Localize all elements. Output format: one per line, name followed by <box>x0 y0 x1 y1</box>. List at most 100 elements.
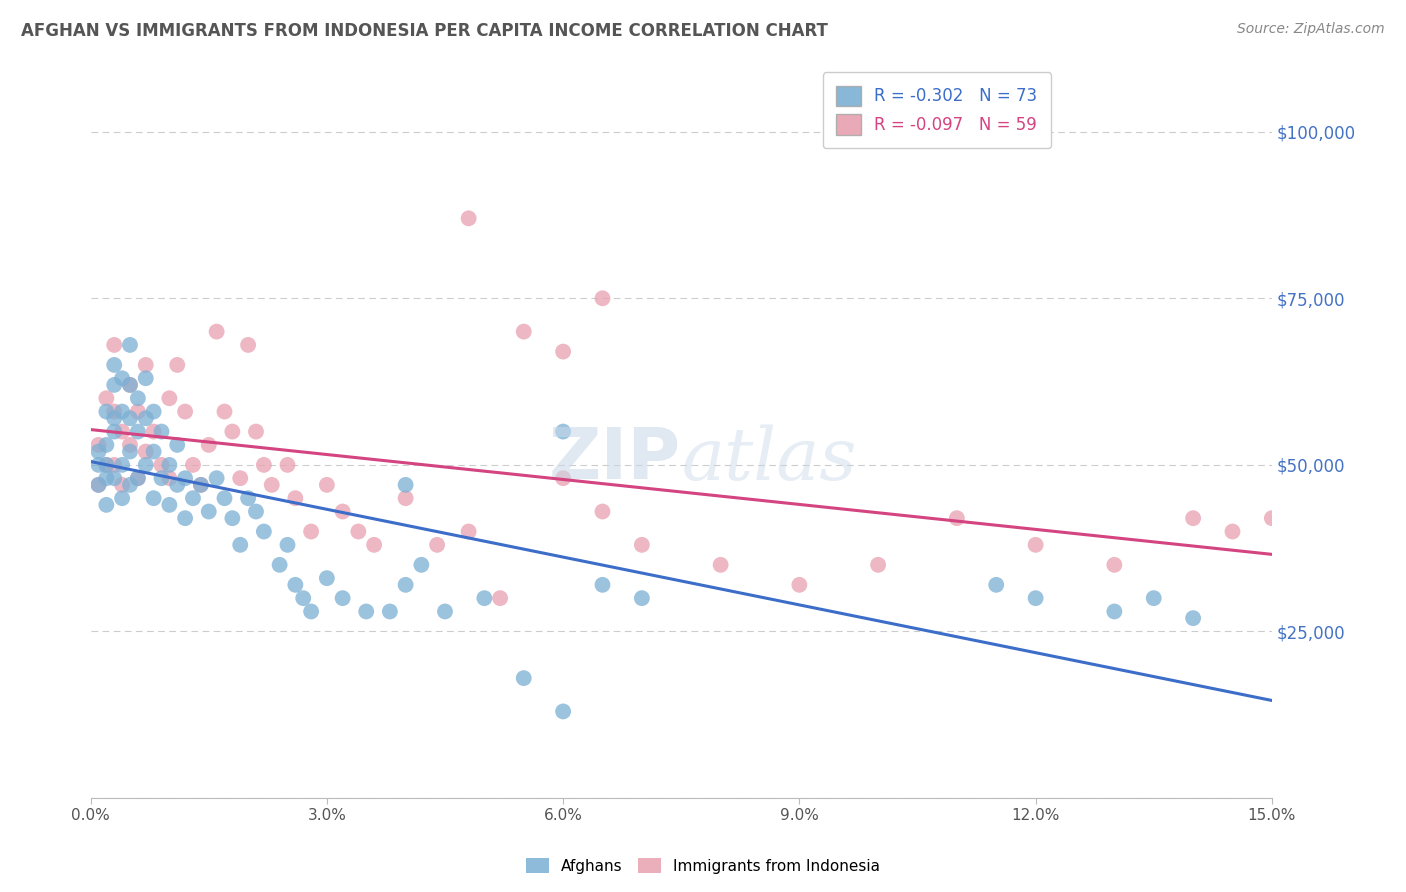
Point <box>457 211 479 226</box>
Point <box>1182 511 1205 525</box>
Point <box>592 291 614 305</box>
Point <box>868 558 890 572</box>
Point <box>135 411 157 425</box>
Point <box>284 578 307 592</box>
Point <box>181 491 204 506</box>
Point <box>118 338 141 352</box>
Point <box>1261 511 1284 525</box>
Point <box>299 524 322 539</box>
Point <box>789 578 811 592</box>
Point <box>96 438 118 452</box>
Point <box>96 458 118 472</box>
Legend: R = -0.302   N = 73, R = -0.097   N = 59: R = -0.302 N = 73, R = -0.097 N = 59 <box>823 72 1050 148</box>
Point <box>103 458 125 472</box>
Point <box>181 458 204 472</box>
Point <box>221 511 243 525</box>
Point <box>1025 591 1047 606</box>
Point <box>174 404 197 418</box>
Point <box>87 438 110 452</box>
Point <box>276 458 298 472</box>
Point <box>150 458 173 472</box>
Point <box>157 498 180 512</box>
Point <box>394 491 416 506</box>
Point <box>489 591 512 606</box>
Point <box>111 404 134 418</box>
Point <box>111 478 134 492</box>
Point <box>118 478 141 492</box>
Point <box>127 471 149 485</box>
Point <box>214 404 236 418</box>
Point <box>986 578 1008 592</box>
Point <box>236 491 259 506</box>
Point <box>103 411 125 425</box>
Point <box>118 378 141 392</box>
Point <box>553 344 575 359</box>
Legend: Afghans, Immigrants from Indonesia: Afghans, Immigrants from Indonesia <box>520 852 886 880</box>
Point <box>592 578 614 592</box>
Point <box>1025 538 1047 552</box>
Point <box>332 591 354 606</box>
Point <box>229 471 252 485</box>
Point <box>111 491 134 506</box>
Point <box>631 591 654 606</box>
Point <box>205 325 228 339</box>
Point <box>710 558 733 572</box>
Point <box>118 438 141 452</box>
Point <box>269 558 291 572</box>
Point <box>127 471 149 485</box>
Point <box>221 425 243 439</box>
Point <box>157 391 180 405</box>
Point <box>214 491 236 506</box>
Point <box>135 358 157 372</box>
Point <box>96 471 118 485</box>
Point <box>96 391 118 405</box>
Point <box>103 404 125 418</box>
Text: Source: ZipAtlas.com: Source: ZipAtlas.com <box>1237 22 1385 37</box>
Point <box>315 571 337 585</box>
Point <box>245 425 267 439</box>
Point <box>553 471 575 485</box>
Point <box>315 478 337 492</box>
Point <box>363 538 385 552</box>
Point <box>292 591 315 606</box>
Point <box>433 605 456 619</box>
Point <box>87 478 110 492</box>
Point <box>553 425 575 439</box>
Point <box>142 404 165 418</box>
Text: ZIP: ZIP <box>548 425 682 494</box>
Point <box>174 511 197 525</box>
Point <box>166 358 188 372</box>
Point <box>118 378 141 392</box>
Point <box>1104 558 1126 572</box>
Point <box>394 578 416 592</box>
Point <box>103 425 125 439</box>
Point <box>411 558 433 572</box>
Point <box>166 438 188 452</box>
Point <box>299 605 322 619</box>
Point <box>127 404 149 418</box>
Point <box>245 504 267 518</box>
Point <box>103 338 125 352</box>
Point <box>284 491 307 506</box>
Point <box>127 391 149 405</box>
Point <box>157 471 180 485</box>
Point <box>253 458 276 472</box>
Point <box>150 425 173 439</box>
Point <box>87 458 110 472</box>
Point <box>1143 591 1166 606</box>
Point <box>1182 611 1205 625</box>
Point <box>157 458 180 472</box>
Point <box>253 524 276 539</box>
Point <box>142 444 165 458</box>
Point <box>457 524 479 539</box>
Point <box>103 358 125 372</box>
Point <box>87 444 110 458</box>
Point <box>174 471 197 485</box>
Point <box>111 458 134 472</box>
Point <box>103 471 125 485</box>
Point <box>118 444 141 458</box>
Point <box>96 404 118 418</box>
Point <box>142 491 165 506</box>
Point <box>96 498 118 512</box>
Point <box>103 378 125 392</box>
